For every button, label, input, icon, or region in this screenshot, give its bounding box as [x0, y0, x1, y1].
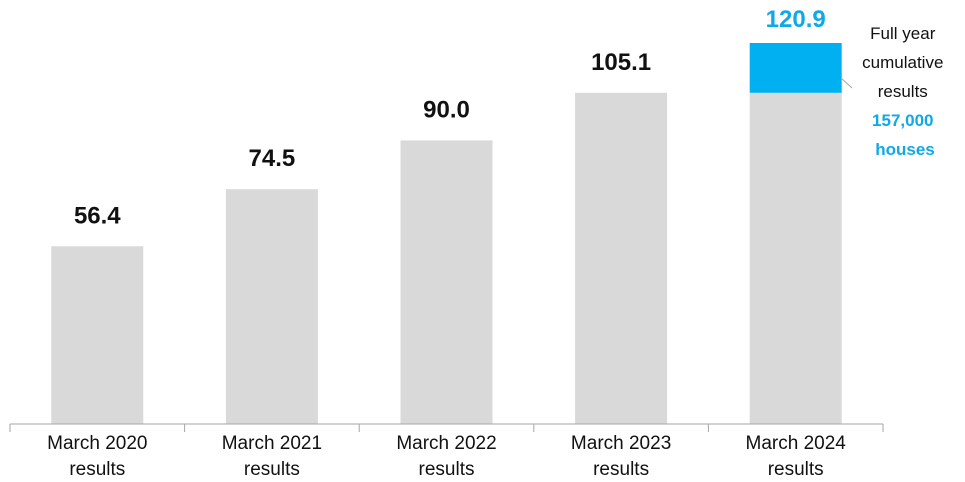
value-label-0: 56.4 [74, 202, 121, 229]
bar-0 [51, 246, 144, 424]
category-label-4: March 2024 results [746, 433, 847, 480]
category-label-1: March 2021 results [222, 433, 322, 480]
value-label-4: 120.9 [766, 6, 826, 33]
bar-1 [225, 189, 318, 424]
value-label-3: 105.1 [591, 49, 651, 76]
category-label-2: March 2022 results [396, 433, 496, 480]
x-axis [9, 423, 884, 432]
value-labels-group: 56.4 74.5 90.0 105.1 120.9 [74, 6, 826, 229]
bar-4 [749, 92, 842, 424]
annotation-line-3: results [878, 82, 928, 101]
callout-leader-line [840, 77, 853, 89]
bar-highlight-segment [749, 43, 842, 93]
value-label-2: 90.0 [423, 96, 470, 123]
annotation-unit: houses [875, 140, 935, 159]
annotation-text: Full year cumulative results 157,000 hou… [862, 24, 948, 159]
annotation-line-1: Full year [870, 24, 936, 43]
bar-2 [400, 140, 493, 424]
category-label-3: March 2023 results [571, 433, 671, 480]
annotation-callout: Full year cumulative results 157,000 hou… [840, 24, 948, 159]
bars-group [51, 43, 842, 424]
category-labels-group: March 2020 results March 2021 results March … [47, 433, 846, 480]
bar-3 [575, 92, 668, 424]
category-label-0: March 2020 results [47, 433, 147, 480]
value-label-1: 74.5 [249, 145, 296, 172]
annotation-count: 157,000 [872, 111, 933, 130]
annotation-line-2: cumulative [862, 53, 943, 72]
